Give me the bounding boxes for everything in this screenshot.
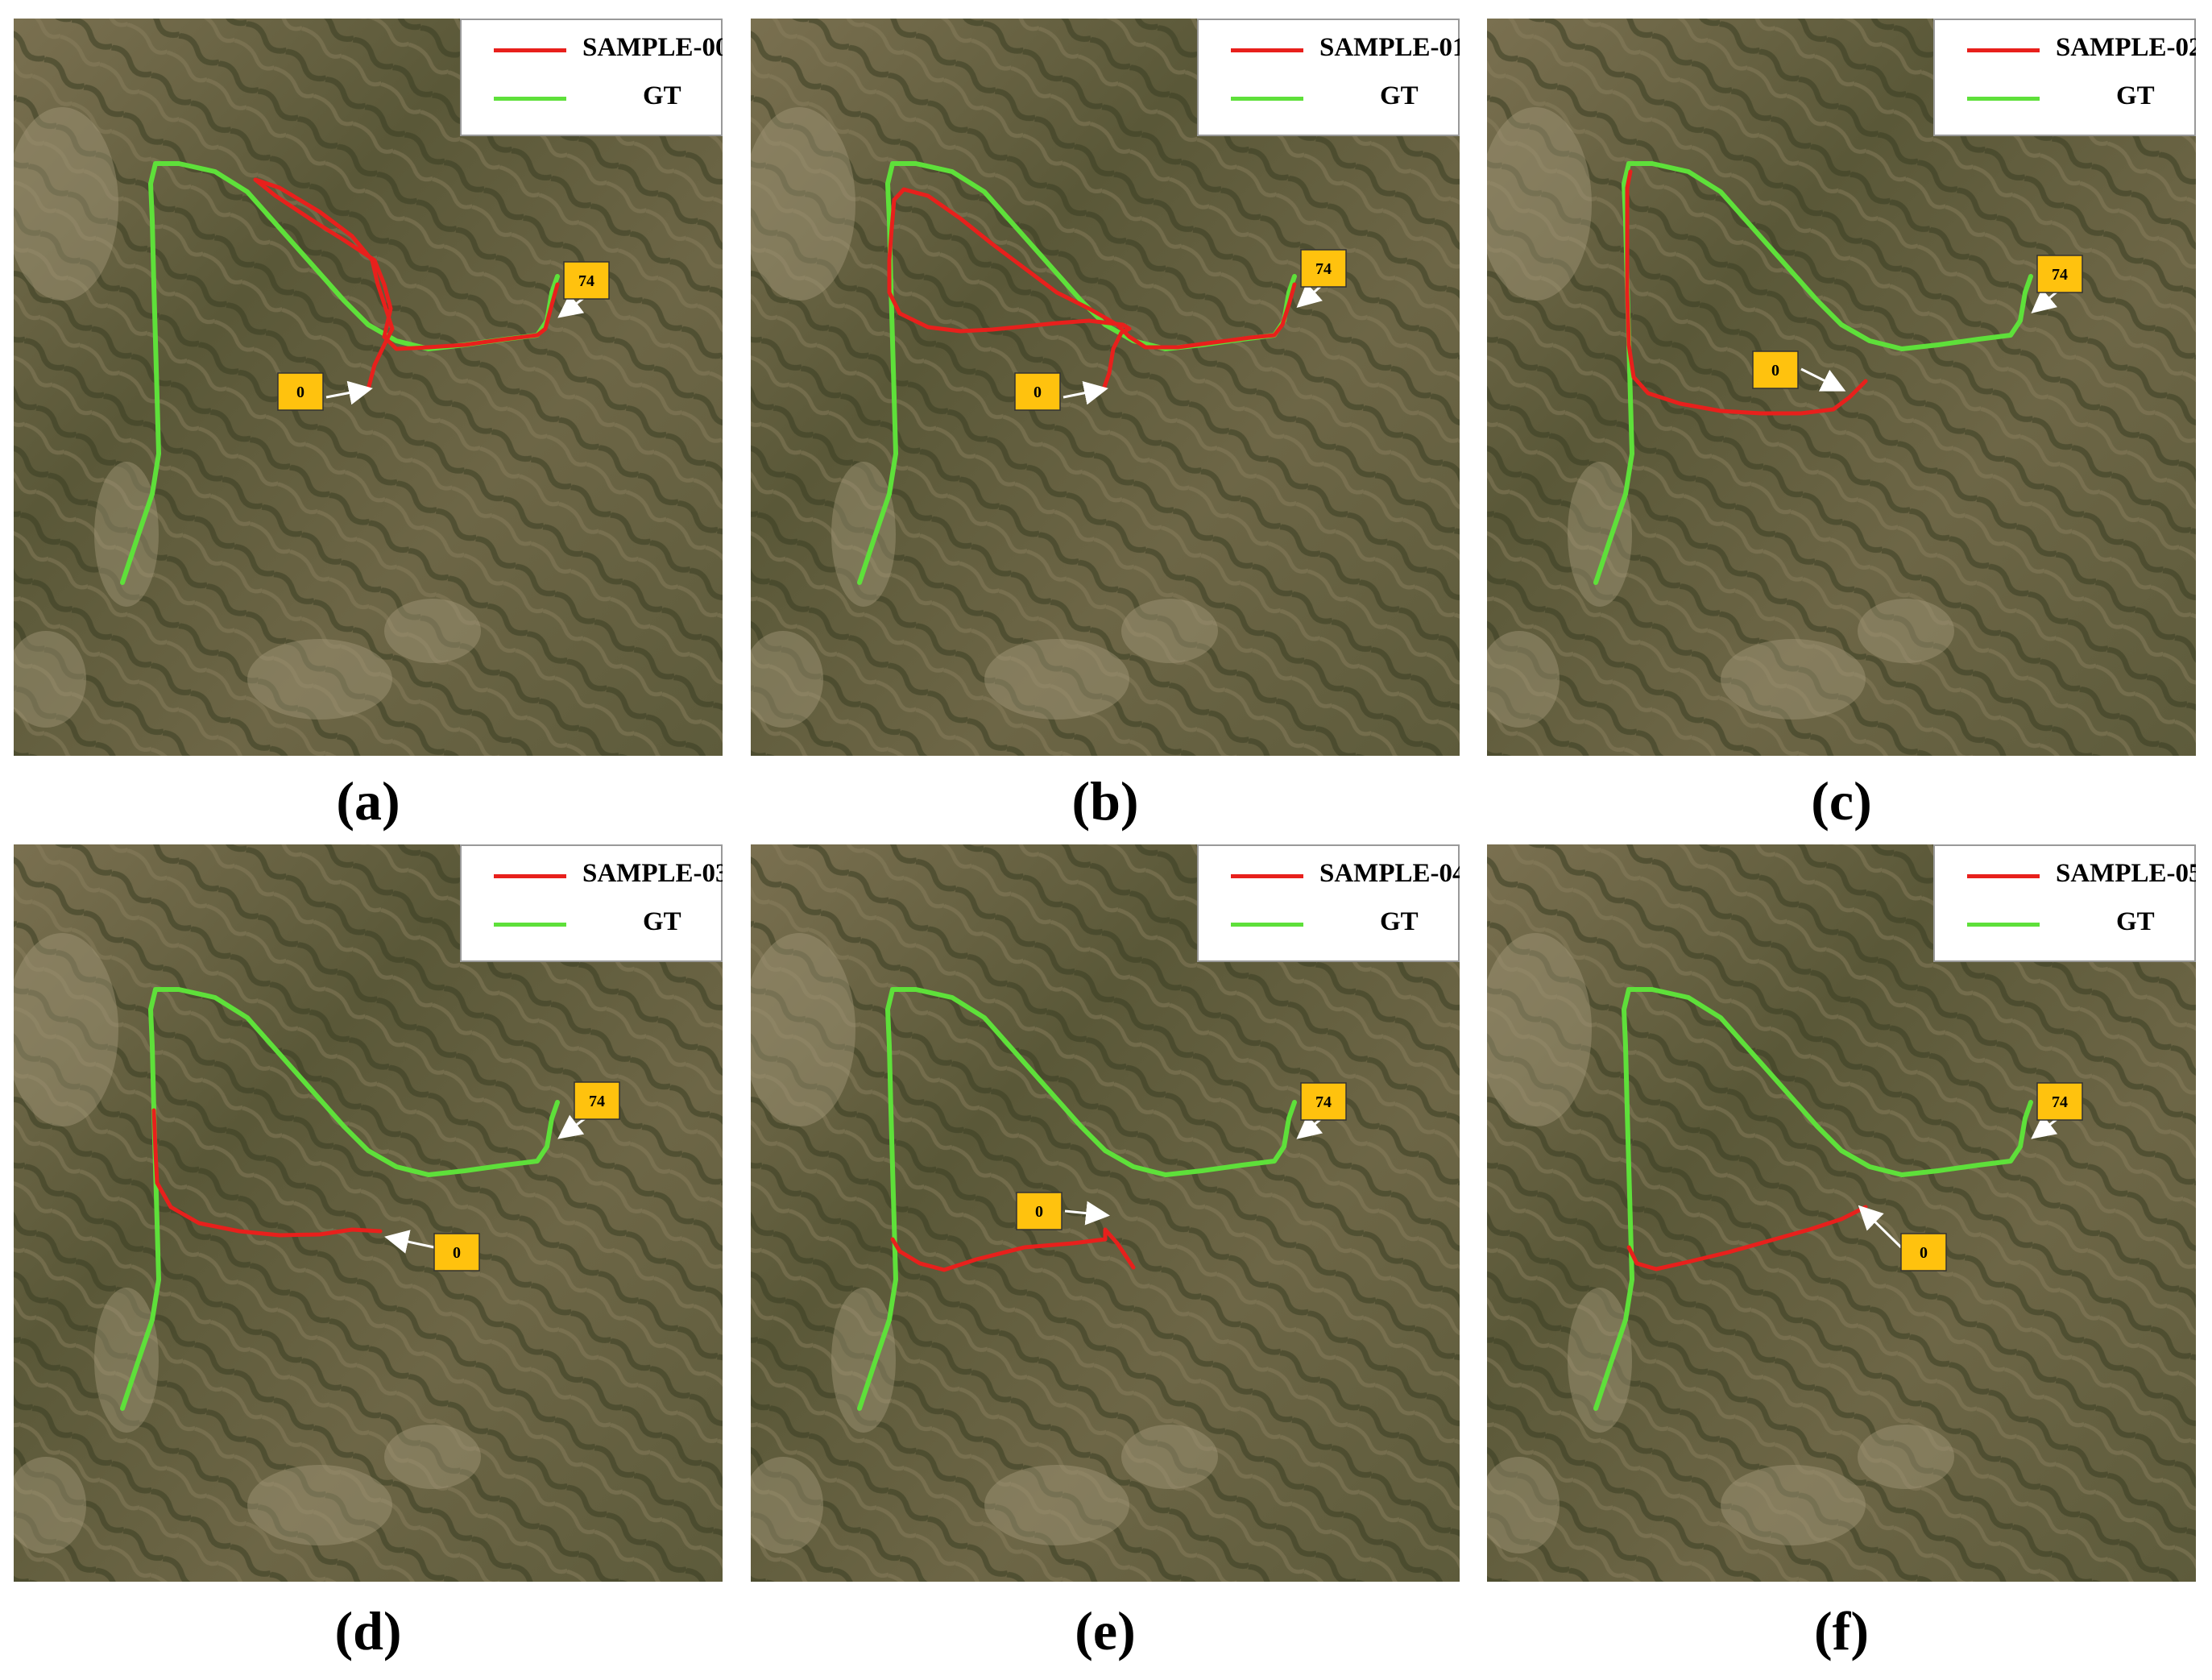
legend-predicted-label: SAMPLE-01 (1319, 33, 1460, 63)
legend: SAMPLE-05 GT (1933, 844, 2196, 962)
start-marker-tag-text: 0 (1034, 384, 1042, 401)
end-marker-tag: 74 (1301, 250, 1346, 287)
legend-predicted-label: SAMPLE-04 (1319, 859, 1460, 889)
start-marker-tag: 0 (278, 373, 323, 410)
valley-patch (1721, 1465, 1866, 1545)
valley-patch (247, 1465, 392, 1545)
valley-patch (831, 462, 896, 607)
valley-patch (831, 1288, 896, 1433)
map-panel: 0 74 SAMPLE-04 GT (751, 844, 1460, 1582)
panel-caption: (a) (14, 769, 723, 833)
start-marker-tag-text: 0 (296, 384, 304, 401)
panel-caption: (b) (751, 769, 1460, 833)
valley-patch (1121, 1425, 1218, 1489)
legend-predicted-label: SAMPLE-02 (2056, 33, 2196, 63)
legend-gt: GT (1935, 901, 2194, 949)
legend-gt-swatch (1967, 923, 2040, 927)
start-marker-tag: 0 (1017, 1193, 1062, 1230)
legend-gt-label: GT (2116, 907, 2155, 937)
end-marker-tag-text: 74 (578, 272, 594, 290)
legend-predicted-swatch (494, 48, 566, 52)
legend-predicted: SAMPLE-03 (462, 852, 721, 901)
start-marker-tag-text: 0 (1035, 1203, 1043, 1221)
start-marker-tag: 0 (1901, 1234, 1946, 1271)
start-marker-tag: 0 (1753, 351, 1798, 388)
valley-patch (984, 1465, 1129, 1545)
legend-gt: GT (1935, 75, 2194, 123)
legend-gt: GT (462, 901, 721, 949)
panel-caption: (c) (1487, 769, 2196, 833)
legend-gt-label: GT (1380, 907, 1419, 937)
map-panel: 0 74 SAMPLE-05 GT (1487, 844, 2196, 1582)
end-marker-tag: 74 (2037, 1083, 2082, 1120)
valley-patch (94, 462, 159, 607)
valley-patch (984, 639, 1129, 720)
valley-patch (1721, 639, 1866, 720)
valley-patch (1121, 599, 1218, 663)
start-marker-tag: 0 (1015, 373, 1060, 410)
legend-predicted-swatch (1967, 48, 2040, 52)
legend-gt-label: GT (643, 81, 681, 111)
start-marker-tag-text: 0 (1771, 362, 1779, 380)
legend-gt: GT (1199, 901, 1458, 949)
start-marker-tag-text: 0 (453, 1244, 461, 1262)
valley-patch (384, 1425, 481, 1489)
valley-patch (1568, 462, 1632, 607)
legend-predicted: SAMPLE-00 (462, 27, 721, 75)
legend: SAMPLE-04 GT (1197, 844, 1460, 962)
legend-predicted: SAMPLE-01 (1199, 27, 1458, 75)
valley-patch (1568, 1288, 1632, 1433)
end-marker-tag-text: 74 (589, 1093, 605, 1110)
start-marker-tag-text: 0 (1920, 1244, 1928, 1262)
panel-caption: (f) (1487, 1599, 2196, 1663)
valley-patch (384, 599, 481, 663)
legend-gt-label: GT (1380, 81, 1419, 111)
legend-predicted-swatch (1967, 874, 2040, 878)
end-marker-tag-text: 74 (2052, 1093, 2068, 1111)
panel-caption: (e) (751, 1599, 1460, 1663)
valley-patch (1858, 599, 1954, 663)
legend-gt-label: GT (643, 907, 681, 937)
legend-gt: GT (462, 75, 721, 123)
legend-predicted: SAMPLE-05 (1935, 852, 2194, 901)
legend: SAMPLE-03 GT (460, 844, 723, 962)
legend-gt-label: GT (2116, 81, 2155, 111)
valley-patch (94, 1288, 159, 1433)
end-marker-tag: 74 (2037, 255, 2082, 292)
map-panel: 0 74 SAMPLE-02 GT (1487, 19, 2196, 756)
legend-predicted: SAMPLE-04 (1199, 852, 1458, 901)
legend-predicted-label: SAMPLE-00 (582, 33, 723, 63)
legend-predicted-swatch (1231, 874, 1303, 878)
end-marker-tag: 74 (574, 1082, 619, 1119)
map-panel: 0 74 SAMPLE-00 GT (14, 19, 723, 756)
legend-predicted-swatch (1231, 48, 1303, 52)
legend-gt: GT (1199, 75, 1458, 123)
legend-predicted-label: SAMPLE-05 (2056, 859, 2196, 889)
legend-gt-swatch (494, 97, 566, 101)
end-marker-tag-text: 74 (1315, 260, 1332, 278)
legend-predicted-swatch (494, 874, 566, 878)
end-marker-tag-text: 74 (1315, 1093, 1332, 1111)
legend-gt-swatch (1231, 97, 1303, 101)
legend-predicted-label: SAMPLE-03 (582, 859, 723, 889)
map-panel: 0 74 SAMPLE-03 GT (14, 844, 723, 1582)
legend: SAMPLE-02 GT (1933, 19, 2196, 136)
valley-patch (1858, 1425, 1954, 1489)
panel-caption: (d) (14, 1599, 723, 1663)
legend-predicted: SAMPLE-02 (1935, 27, 2194, 75)
legend: SAMPLE-01 GT (1197, 19, 1460, 136)
map-panel: 0 74 SAMPLE-01 GT (751, 19, 1460, 756)
start-marker-tag: 0 (434, 1234, 479, 1271)
end-marker-tag: 74 (564, 262, 609, 299)
legend: SAMPLE-00 GT (460, 19, 723, 136)
legend-gt-swatch (1967, 97, 2040, 101)
legend-gt-swatch (1231, 923, 1303, 927)
end-marker-tag-text: 74 (2052, 266, 2068, 284)
legend-gt-swatch (494, 923, 566, 927)
end-marker-tag: 74 (1301, 1083, 1346, 1120)
valley-patch (247, 639, 392, 720)
